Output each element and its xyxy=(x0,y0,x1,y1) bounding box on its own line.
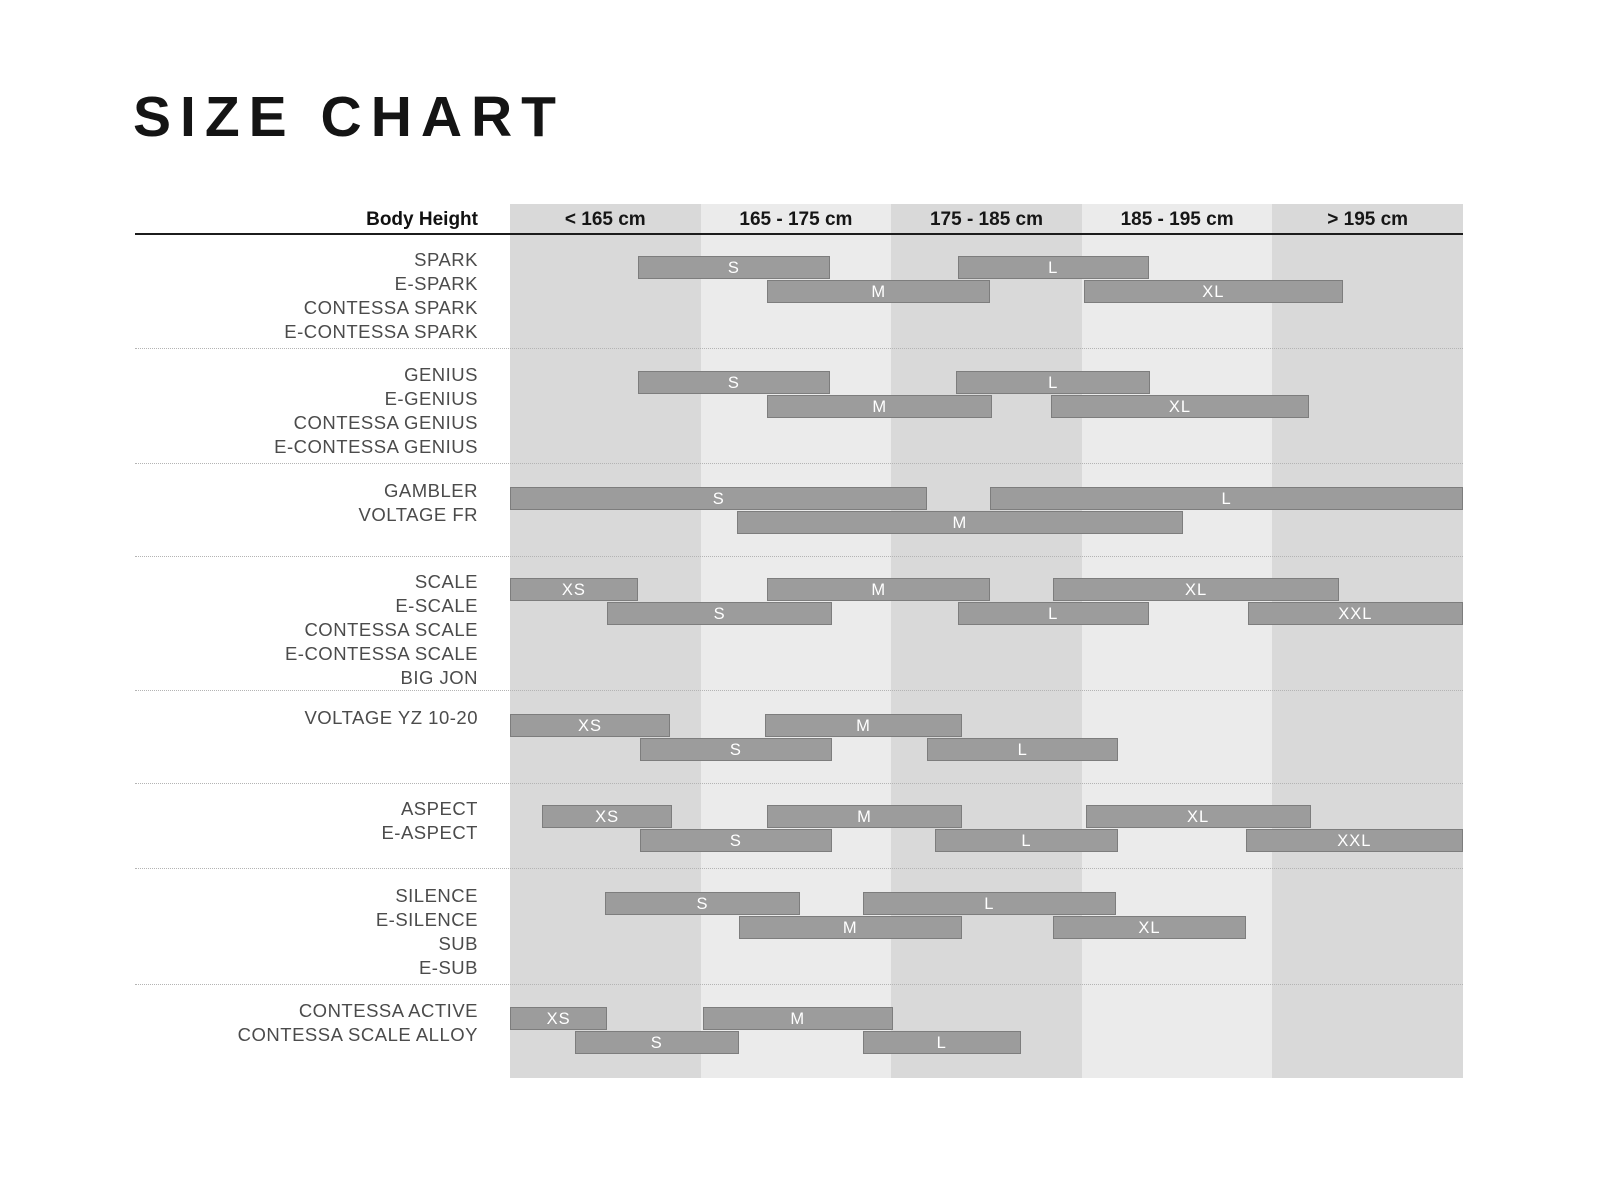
size-bar-xl: XL xyxy=(1083,280,1343,303)
size-bar-l: L xyxy=(935,829,1118,852)
size-bar-s: S xyxy=(605,892,800,915)
size-bar-m: M xyxy=(767,578,991,601)
size-bar-xs: XS xyxy=(542,805,672,828)
size-bar-l: L xyxy=(956,371,1151,394)
model-label: E-SUB xyxy=(418,957,478,978)
header-underline xyxy=(135,233,1463,235)
model-label: E-CONTESSA SPARK xyxy=(284,321,478,342)
size-bar-xxl: XXL xyxy=(1245,829,1463,852)
size-bar-xl: XL xyxy=(1053,916,1246,939)
model-group-labels: GENIUS E-GENIUS CONTESSA GENIUS E-CONTESSA … xyxy=(135,363,478,459)
model-label: CONTESSA SCALE ALLOY xyxy=(237,1024,478,1045)
size-bar-l: L xyxy=(957,602,1149,625)
size-bar-s: S xyxy=(510,487,928,510)
group-separator xyxy=(135,463,1463,464)
column-header: 165 - 175 cm xyxy=(739,209,853,230)
column-header: > 195 cm xyxy=(1327,209,1409,230)
model-label: GENIUS xyxy=(404,364,478,385)
model-label: CONTESSA ACTIVE xyxy=(298,1000,478,1021)
model-group-labels: VOLTAGE YZ 10-20 xyxy=(135,706,478,730)
model-group-labels: GAMBLER VOLTAGE FR xyxy=(135,479,478,527)
size-bar-s: S xyxy=(639,738,833,761)
size-bar-l: L xyxy=(927,738,1118,761)
group-separator xyxy=(135,868,1463,869)
height-column-band xyxy=(700,204,892,1078)
size-bar-m: M xyxy=(767,280,991,303)
model-label: SILENCE xyxy=(395,885,478,906)
column-header: 175 - 185 cm xyxy=(929,209,1043,230)
size-bar-xs: XS xyxy=(510,1007,608,1030)
model-label: SUB xyxy=(438,933,478,954)
model-label: E-CONTESSA GENIUS xyxy=(274,436,478,457)
size-bar-l: L xyxy=(862,1031,1021,1054)
column-header: < 165 cm xyxy=(564,209,646,230)
model-group-labels: SPARK E-SPARK CONTESSA SPARK E-CONTESSA SPA… xyxy=(135,248,478,344)
size-bar-m: M xyxy=(702,1007,894,1030)
column-header: 185 - 195 cm xyxy=(1120,209,1234,230)
size-bar-xxl: XXL xyxy=(1247,602,1463,625)
model-label: E-GENIUS xyxy=(384,388,478,409)
model-label: CONTESSA SCALE xyxy=(304,619,478,640)
model-label: VOLTAGE YZ 10-20 xyxy=(304,707,478,728)
size-bar-xs: XS xyxy=(510,578,638,601)
group-separator xyxy=(135,783,1463,784)
group-separator xyxy=(135,984,1463,985)
model-label: CONTESSA SPARK xyxy=(303,297,478,318)
model-group-labels: CONTESSA ACTIVE CONTESSA SCALE ALLOY xyxy=(135,999,478,1047)
size-bar-l: L xyxy=(862,892,1117,915)
size-bar-xs: XS xyxy=(510,714,671,737)
model-label: E-SPARK xyxy=(394,273,478,294)
size-bar-m: M xyxy=(767,395,993,418)
height-column-band xyxy=(1081,204,1273,1078)
size-bar-s: S xyxy=(639,829,833,852)
group-separator xyxy=(135,348,1463,349)
model-label: BIG JON xyxy=(400,667,478,688)
model-label: E-SILENCE xyxy=(375,909,478,930)
model-group-labels: SCALE E-SCALE CONTESSA SCALE E-CONTESSA SCA… xyxy=(135,570,478,690)
body-height-label: Body Height xyxy=(366,209,478,230)
height-column-band xyxy=(891,204,1082,1078)
size-bar-m: M xyxy=(767,805,962,828)
size-bar-m: M xyxy=(736,511,1183,534)
size-bar-l: L xyxy=(957,256,1149,279)
model-label: CONTESSA GENIUS xyxy=(293,412,478,433)
page-title: SIZE CHART xyxy=(133,85,565,149)
group-separator xyxy=(135,690,1463,691)
size-bar-s: S xyxy=(574,1031,739,1054)
model-label: E-ASPECT xyxy=(381,822,478,843)
model-label: SCALE xyxy=(414,571,478,592)
size-bar-xl: XL xyxy=(1051,395,1309,418)
size-bar-s: S xyxy=(637,371,831,394)
size-bar-s: S xyxy=(637,256,831,279)
model-label: VOLTAGE FR xyxy=(358,504,478,525)
model-label: GAMBLER xyxy=(384,480,478,501)
size-bar-xl: XL xyxy=(1053,578,1340,601)
size-bar-l: L xyxy=(990,487,1463,510)
model-label: E-CONTESSA SCALE xyxy=(284,643,478,664)
height-column-band xyxy=(1272,204,1463,1078)
size-bar-s: S xyxy=(607,602,833,625)
size-bar-m: M xyxy=(738,916,962,939)
group-separator xyxy=(135,556,1463,557)
size-bar-xl: XL xyxy=(1085,805,1311,828)
model-group-labels: ASPECT E-ASPECT xyxy=(135,797,478,845)
model-label: SPARK xyxy=(414,249,478,270)
size-bar-m: M xyxy=(765,714,962,737)
model-label: E-SCALE xyxy=(395,595,478,616)
model-label: ASPECT xyxy=(400,798,478,819)
model-group-labels: SILENCE E-SILENCE SUB E-SUB xyxy=(135,884,478,980)
height-column-band xyxy=(510,204,701,1078)
